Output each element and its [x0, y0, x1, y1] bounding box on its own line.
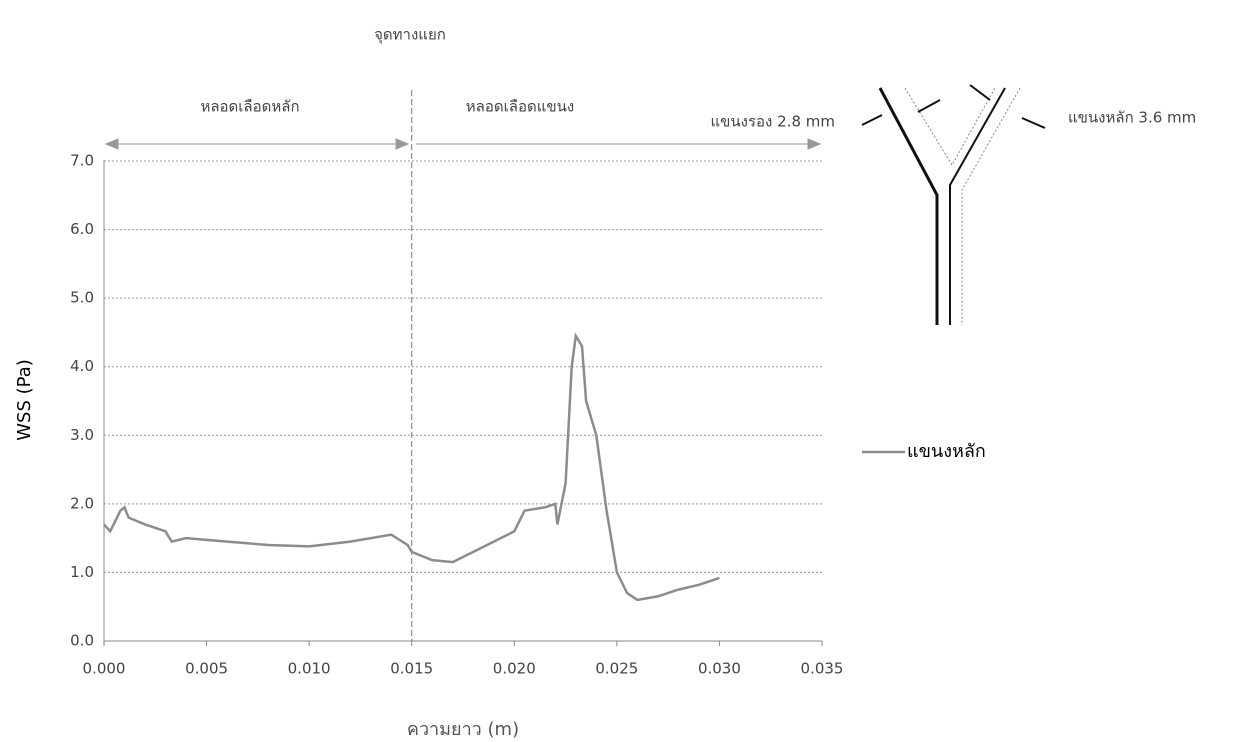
y-tick-label: 0.0: [70, 632, 94, 650]
major-branch-label: แขนงหลัก 3.6 mm: [1068, 109, 1196, 127]
diagram-arrow: [861, 84, 1046, 129]
junction-label: จุดทางแยก: [374, 26, 446, 45]
branch-vessel-label: หลอดเลือดแขนง: [466, 98, 574, 116]
arrows: [104, 138, 822, 150]
y-tick-label: 7.0: [70, 152, 94, 170]
main-vessel-label: หลอดเลือดหลัก: [200, 98, 299, 116]
arrow-head: [104, 138, 119, 150]
legend-label: แขนงหลัก: [907, 441, 986, 462]
x-tick-label: 0.025: [595, 660, 638, 678]
vessel-wall: [949, 87, 1006, 325]
minor-branch-label: แขนงรอง 2.8 mm: [710, 113, 835, 131]
vessel-wall: [878, 87, 939, 325]
vessel-diagram: [861, 84, 1046, 325]
vessel-wall: [961, 87, 1021, 325]
arrow-head: [395, 138, 410, 150]
y-tick-label: 3.0: [70, 426, 94, 444]
x-tick-label: 0.010: [288, 660, 331, 678]
x-tick-label: 0.030: [698, 660, 741, 678]
x-tick-label: 0.020: [493, 660, 536, 678]
y-axis-label: WSS (Pa): [14, 359, 35, 441]
y-tick-label: 5.0: [70, 289, 94, 307]
arrow-head: [807, 138, 822, 150]
y-tick-label: 4.0: [70, 357, 94, 375]
x-axis-label: ความยาว (m): [407, 719, 519, 740]
x-tick-label: 0.015: [390, 660, 433, 678]
x-tick-label: 0.035: [801, 660, 844, 678]
y-tick-label: 6.0: [70, 220, 94, 238]
vessel-wall: [904, 87, 996, 166]
y-tick-label: 2.0: [70, 494, 94, 512]
x-tick-label: 0.005: [185, 660, 228, 678]
y-tick-label: 1.0: [70, 563, 94, 581]
x-tick-label: 0.000: [83, 660, 126, 678]
series-line: [103, 332, 720, 602]
